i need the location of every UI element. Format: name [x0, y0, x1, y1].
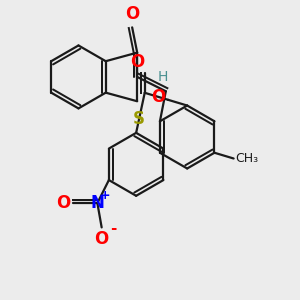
Text: O: O: [94, 230, 109, 248]
Text: -: -: [110, 221, 116, 236]
Text: O: O: [56, 194, 70, 212]
Text: CH₃: CH₃: [235, 152, 258, 165]
Text: O: O: [151, 88, 165, 106]
Text: N: N: [90, 194, 104, 212]
Text: +: +: [99, 189, 110, 203]
Text: O: O: [125, 5, 139, 23]
Text: H: H: [158, 70, 168, 84]
Text: O: O: [130, 53, 145, 71]
Text: S: S: [133, 110, 145, 128]
